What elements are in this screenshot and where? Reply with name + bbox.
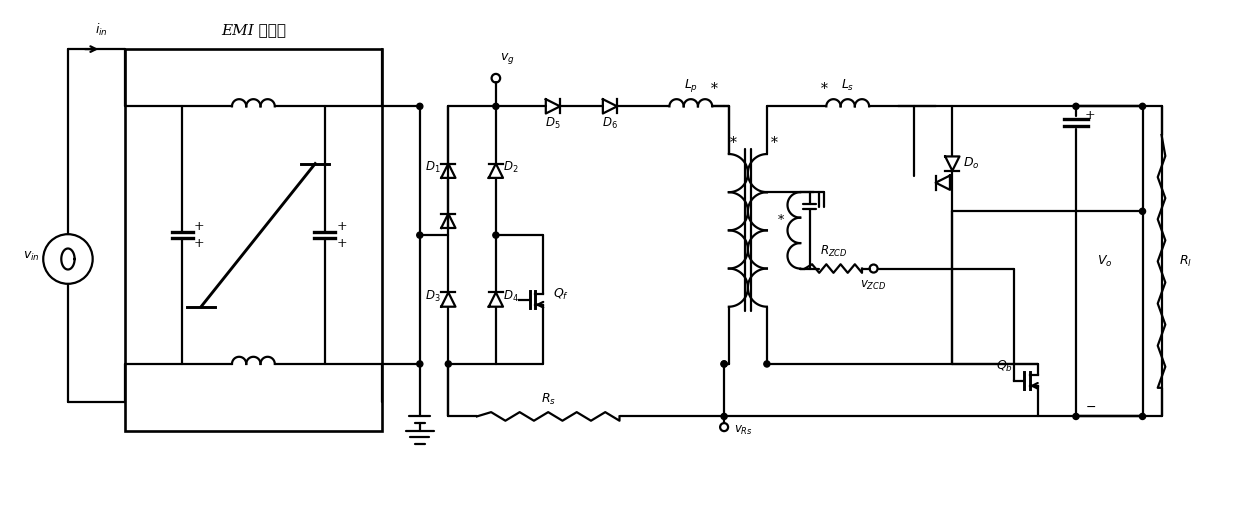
Circle shape: [1073, 413, 1079, 420]
Circle shape: [1140, 103, 1146, 109]
Text: +: +: [193, 220, 204, 233]
Circle shape: [764, 361, 769, 367]
Circle shape: [445, 361, 451, 367]
Text: +: +: [337, 237, 347, 250]
Circle shape: [721, 361, 727, 367]
Circle shape: [493, 103, 499, 109]
Bar: [125, 49, 382, 431]
Text: $D_4$: $D_4$: [503, 289, 519, 304]
Circle shape: [416, 103, 422, 109]
Text: +: +: [337, 220, 347, 233]
Text: $D_o$: $D_o$: [963, 156, 980, 171]
Circle shape: [1140, 413, 1146, 420]
Text: +: +: [1085, 109, 1095, 122]
Circle shape: [416, 361, 422, 367]
Text: $v_{Rs}$: $v_{Rs}$: [733, 424, 752, 437]
Text: $v_g$: $v_g$: [501, 51, 514, 66]
Text: +: +: [193, 237, 204, 250]
Circle shape: [721, 413, 727, 420]
Text: $D_2$: $D_2$: [503, 161, 519, 176]
Text: EMI 滤波器: EMI 滤波器: [221, 23, 286, 37]
Circle shape: [1073, 103, 1079, 109]
Text: $L_p$: $L_p$: [684, 77, 698, 94]
Text: $V_o$: $V_o$: [1097, 254, 1113, 269]
Text: *: *: [711, 82, 719, 96]
Text: $L_s$: $L_s$: [841, 78, 855, 93]
Text: $R_{ZCD}$: $R_{ZCD}$: [820, 244, 847, 259]
Text: *: *: [778, 214, 784, 227]
Text: *: *: [771, 136, 778, 150]
Text: *: *: [730, 136, 737, 150]
Circle shape: [493, 232, 499, 238]
Text: $D_6$: $D_6$: [602, 116, 618, 131]
Text: $v_{in}$: $v_{in}$: [24, 250, 40, 263]
Text: $D_5$: $D_5$: [545, 116, 561, 131]
Text: $D_3$: $D_3$: [425, 289, 441, 304]
Circle shape: [416, 232, 422, 238]
Text: $D_1$: $D_1$: [425, 161, 441, 176]
Text: $i_{in}$: $i_{in}$: [95, 22, 108, 38]
Text: $Q_f$: $Q_f$: [553, 287, 569, 303]
Text: $R_s$: $R_s$: [540, 392, 556, 407]
Text: $R_l$: $R_l$: [1178, 254, 1192, 269]
Circle shape: [721, 361, 727, 367]
Text: $Q_b$: $Q_b$: [996, 359, 1014, 374]
Text: $-$: $-$: [1084, 400, 1095, 413]
Circle shape: [1140, 208, 1146, 214]
Text: *: *: [820, 82, 828, 96]
Text: $v_{ZCD}$: $v_{ZCD}$: [860, 279, 887, 292]
